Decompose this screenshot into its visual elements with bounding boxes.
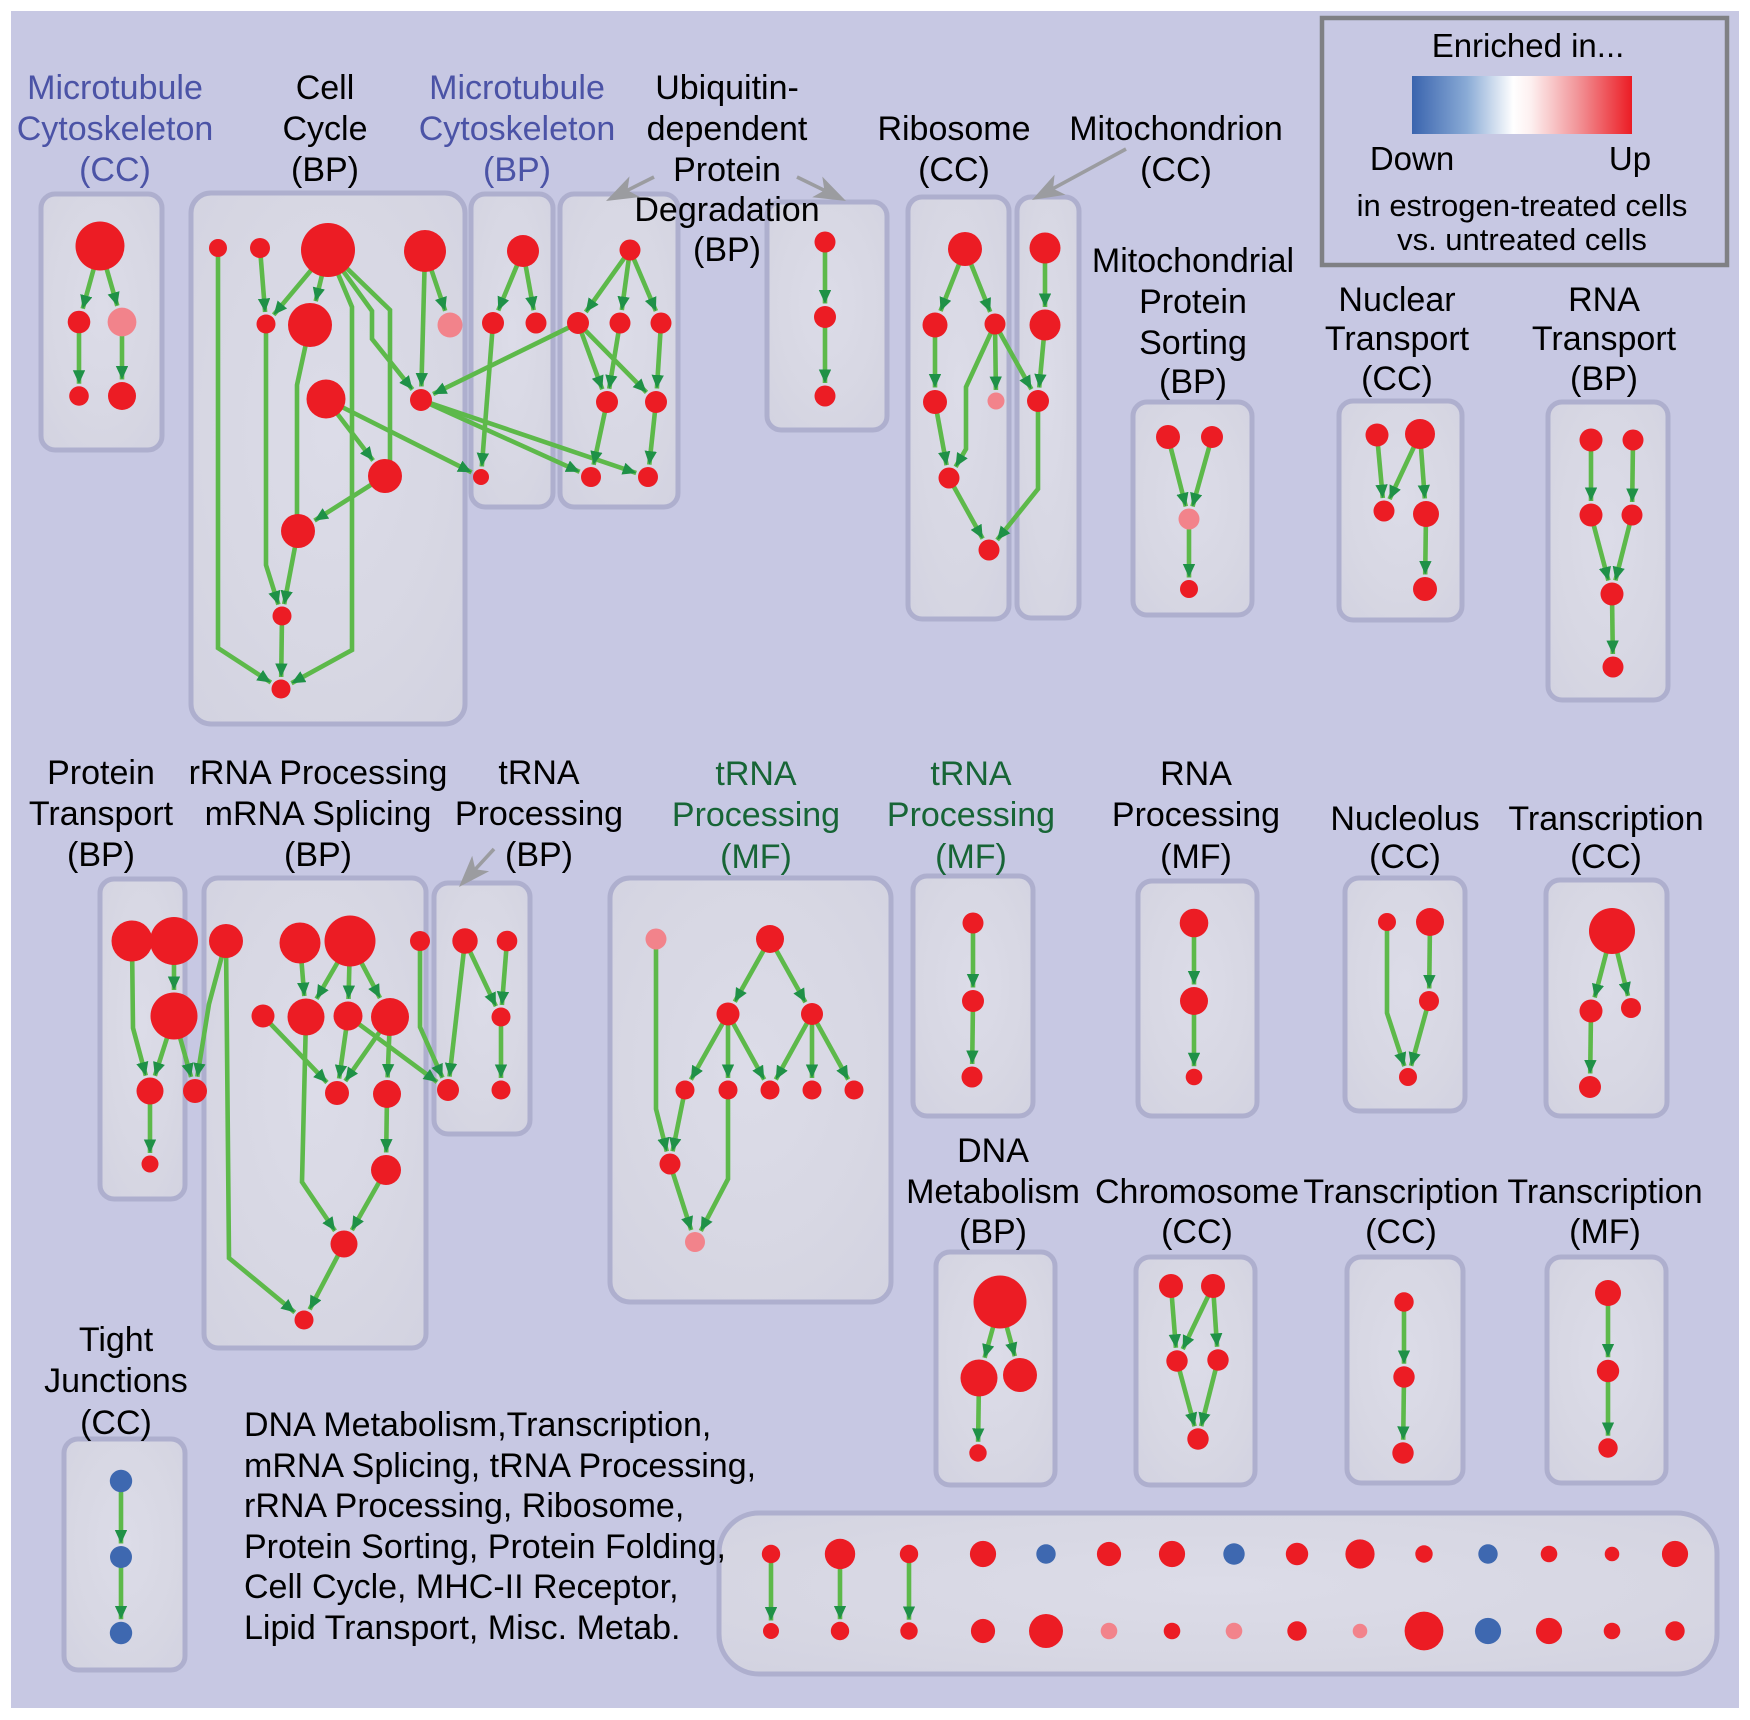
svg-text:(MF): (MF) [1160,838,1232,876]
svg-text:Nucleolus: Nucleolus [1330,800,1479,838]
svg-text:Up: Up [1609,140,1651,177]
svg-text:rRNA Processing: rRNA Processing [189,754,448,792]
svg-text:Degradation: Degradation [634,191,819,229]
svg-text:Transcription: Transcription [1508,800,1703,838]
svg-text:Chromosome: Chromosome [1095,1173,1299,1211]
svg-text:dependent: dependent [647,110,808,148]
svg-text:Processing: Processing [887,796,1055,834]
svg-text:(BP): (BP) [291,151,359,189]
svg-text:Processing: Processing [1112,796,1280,834]
svg-text:Cytoskeleton: Cytoskeleton [419,110,616,148]
svg-text:(CC): (CC) [1361,360,1433,398]
svg-text:Ribosome: Ribosome [877,110,1030,148]
svg-text:(BP): (BP) [959,1213,1027,1251]
svg-text:Mitochondrion: Mitochondrion [1069,110,1283,148]
svg-text:DNA Metabolism,Transcription,: DNA Metabolism,Transcription, [244,1406,711,1444]
svg-text:Transcription: Transcription [1507,1173,1702,1211]
svg-text:(CC): (CC) [1570,838,1642,876]
svg-text:Transport: Transport [1325,320,1470,358]
svg-text:mRNA Splicing: mRNA Splicing [205,795,432,833]
svg-text:Transport: Transport [1532,320,1677,358]
svg-text:DNA: DNA [957,1132,1029,1170]
svg-text:Nuclear: Nuclear [1338,281,1455,319]
svg-text:vs. untreated cells: vs. untreated cells [1397,222,1647,257]
svg-text:(BP): (BP) [505,836,573,874]
svg-text:Cell Cycle, MHC-II Receptor,: Cell Cycle, MHC-II Receptor, [244,1568,679,1606]
svg-text:Cell: Cell [296,69,355,107]
svg-text:(BP): (BP) [483,151,551,189]
svg-text:(CC): (CC) [79,151,151,189]
svg-text:RNA: RNA [1160,755,1232,793]
svg-text:(BP): (BP) [1159,363,1227,401]
svg-text:Processing: Processing [672,796,840,834]
svg-text:Transport: Transport [29,795,174,833]
svg-text:(BP): (BP) [693,231,761,269]
svg-text:Down: Down [1370,140,1454,177]
svg-text:RNA: RNA [1568,281,1640,319]
svg-text:Microtubule: Microtubule [27,69,203,107]
svg-text:(CC): (CC) [1161,1213,1233,1251]
svg-text:(BP): (BP) [1570,360,1638,398]
svg-text:(BP): (BP) [284,836,352,874]
svg-text:in estrogen-treated cells: in estrogen-treated cells [1357,188,1688,223]
svg-text:Protein: Protein [47,754,155,792]
svg-text:Tight: Tight [79,1321,154,1359]
svg-text:Lipid Transport, Misc. Metab.: Lipid Transport, Misc. Metab. [244,1609,681,1647]
svg-text:(CC): (CC) [1369,838,1441,876]
svg-text:(BP): (BP) [67,836,135,874]
svg-text:(CC): (CC) [918,151,990,189]
svg-text:Protein Sorting, Protein Foldi: Protein Sorting, Protein Folding, [244,1528,726,1566]
svg-text:Protein: Protein [1139,283,1247,321]
svg-text:Protein: Protein [673,151,781,189]
svg-text:rRNA Processing, Ribosome,: rRNA Processing, Ribosome, [244,1487,684,1525]
svg-text:Processing: Processing [455,795,623,833]
svg-text:(CC): (CC) [1365,1213,1437,1251]
svg-text:(CC): (CC) [80,1404,152,1442]
svg-text:mRNA Splicing, tRNA Processing: mRNA Splicing, tRNA Processing, [244,1447,756,1485]
svg-text:Junctions: Junctions [44,1362,188,1400]
svg-text:(MF): (MF) [935,838,1007,876]
svg-text:Enriched in...: Enriched in... [1432,27,1625,64]
svg-text:Microtubule: Microtubule [429,69,605,107]
svg-text:(MF): (MF) [1569,1213,1641,1251]
svg-text:Cytoskeleton: Cytoskeleton [17,110,214,148]
svg-text:(MF): (MF) [720,838,792,876]
svg-text:tRNA: tRNA [930,755,1012,793]
svg-text:Sorting: Sorting [1139,324,1247,362]
svg-text:Metabolism: Metabolism [906,1173,1080,1211]
svg-text:tRNA: tRNA [498,754,580,792]
svg-text:Cycle: Cycle [282,110,367,148]
svg-text:Mitochondrial: Mitochondrial [1092,242,1294,280]
svg-text:Ubiquitin-: Ubiquitin- [655,69,799,107]
svg-text:tRNA: tRNA [715,755,797,793]
svg-text:Transcription: Transcription [1303,1173,1498,1211]
svg-text:(CC): (CC) [1140,151,1212,189]
